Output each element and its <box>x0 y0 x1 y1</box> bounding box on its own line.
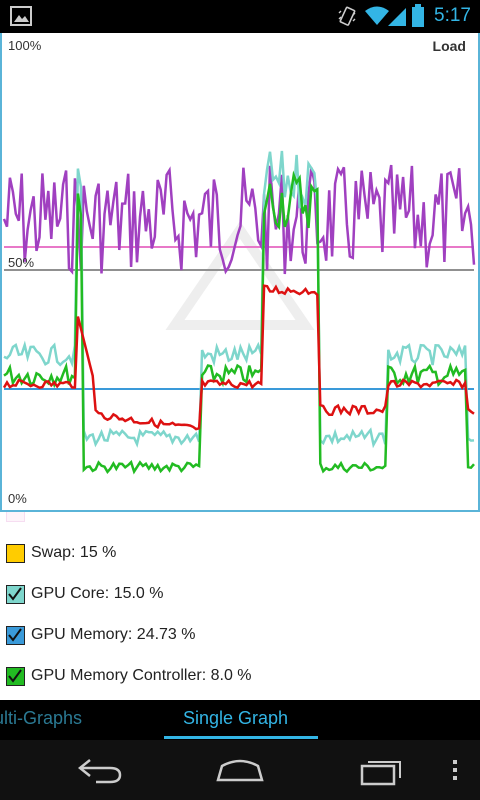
gpu-core-checkbox[interactable] <box>6 584 25 604</box>
battery-icon <box>412 4 424 27</box>
axis-label-100: 100% <box>8 38 42 53</box>
graph-title: Load <box>432 38 466 54</box>
signal-icon <box>388 8 406 26</box>
axis-label-0: 0% <box>8 491 27 506</box>
legend-item-gpu-memory[interactable]: GPU Memory: 24.73 % <box>6 623 196 647</box>
legend-item-gpu-core[interactable]: GPU Core: 15.0 % <box>6 582 164 606</box>
red-series-line <box>2 284 475 431</box>
tab-bar: ulti-Graphs Single Graph <box>0 700 480 740</box>
legend-label: GPU Core: 15.0 % <box>31 585 164 602</box>
legend-item-gpu-memory-controller[interactable]: GPU Memory Controller: 8.0 % <box>6 664 252 688</box>
back-icon[interactable] <box>76 756 124 784</box>
gallery-icon <box>10 6 32 26</box>
watermark-logo <box>165 221 315 330</box>
legend-label: Swap: 15 % <box>31 544 117 561</box>
legend-label: GPU Memory Controller: 8.0 % <box>31 667 252 684</box>
axis-label-50: 50% <box>8 255 35 270</box>
gpu-memory-controller-checkbox[interactable] <box>6 666 25 686</box>
tab-indicator <box>164 736 318 739</box>
vibrate-icon <box>338 6 356 26</box>
graph-panel[interactable] <box>0 33 480 512</box>
legend-partial-item <box>6 512 31 524</box>
status-bar: 5:17 <box>0 0 480 33</box>
recent-apps-icon[interactable] <box>358 756 406 786</box>
check-icon <box>8 586 22 601</box>
legend-item-swap[interactable]: Swap: 15 % <box>6 541 116 565</box>
tab-multi-graphs[interactable]: ulti-Graphs <box>0 708 83 728</box>
tab-single-graph[interactable]: Single Graph <box>183 708 289 728</box>
gpu-memory-checkbox[interactable] <box>6 625 25 645</box>
clock: 5:17 <box>434 5 471 26</box>
legend-list[interactable]: Swap: 15 % GPU Core: 15.0 % GPU Memory: … <box>0 512 480 700</box>
home-icon[interactable] <box>214 756 266 784</box>
purple-series-line <box>2 164 476 275</box>
wifi-icon <box>365 6 389 25</box>
check-icon <box>8 627 22 642</box>
menu-icon[interactable] <box>450 756 460 784</box>
swap-checkbox[interactable] <box>6 543 25 563</box>
legend-label: GPU Memory: 24.73 % <box>31 626 196 643</box>
gpu-memory-controller-line <box>3 170 475 475</box>
check-icon <box>8 668 22 683</box>
load-graph[interactable] <box>0 33 480 512</box>
navigation-bar <box>0 740 480 800</box>
